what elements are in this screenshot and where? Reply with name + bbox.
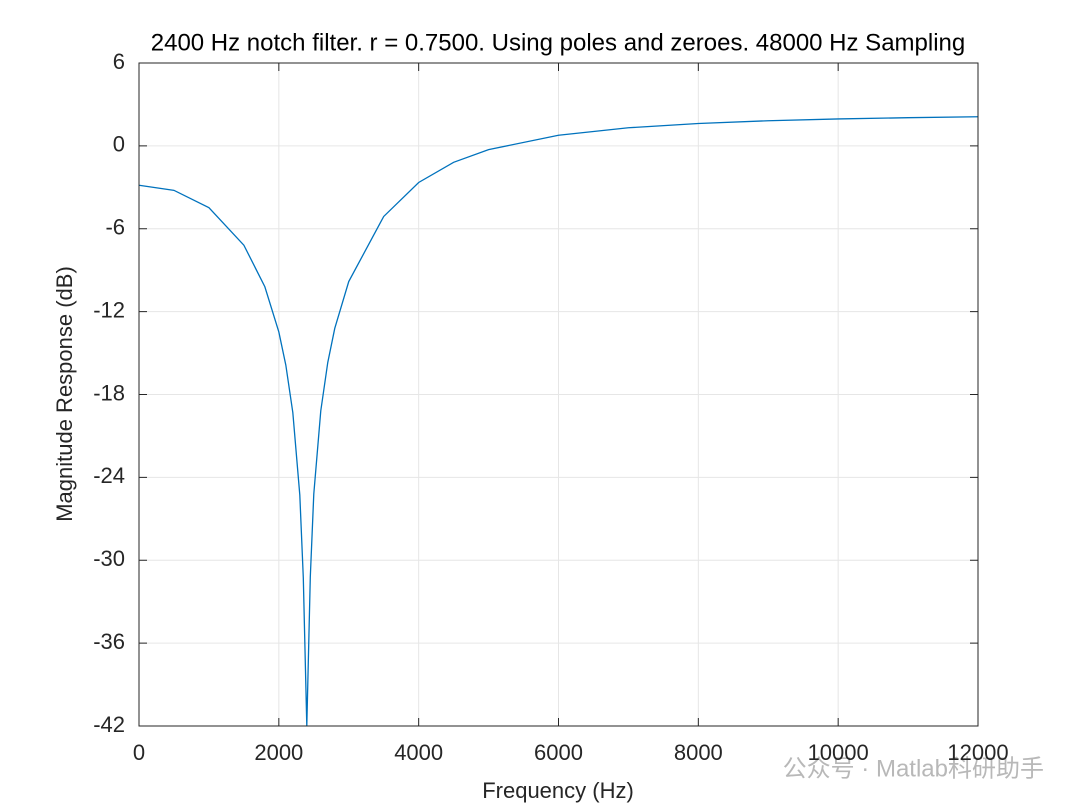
y-tick-label: -12 <box>93 297 125 322</box>
marks <box>138 116 979 727</box>
y-tick-label: 6 <box>113 49 125 74</box>
y-tick-label: -6 <box>105 215 125 240</box>
y-tick-label: -18 <box>93 380 125 405</box>
y-tick-label: -24 <box>93 463 125 488</box>
chart-title: 2400 Hz notch filter. r = 0.7500. Using … <box>151 29 966 56</box>
x-tick-label: 6000 <box>534 740 583 765</box>
x-tick-label: 10000 <box>808 740 869 765</box>
x-tick-label: 2000 <box>254 740 303 765</box>
x-axis-label: Frequency (Hz) <box>482 778 634 803</box>
y-tick-label: -30 <box>93 546 125 571</box>
x-tick-label: 4000 <box>394 740 443 765</box>
y-tick-label: -42 <box>93 712 125 737</box>
x-tick-label: 0 <box>133 740 145 765</box>
x-tick-label: 8000 <box>674 740 723 765</box>
y-tick-label: -36 <box>93 629 125 654</box>
data-line <box>138 116 979 727</box>
y-axis-label: Magnitude Response (dB) <box>52 266 77 522</box>
watermark: 公众号 · Matlab科研助手 <box>783 755 1044 782</box>
y-tick-label: 0 <box>113 132 125 157</box>
x-tick-label: 12000 <box>947 740 1008 765</box>
